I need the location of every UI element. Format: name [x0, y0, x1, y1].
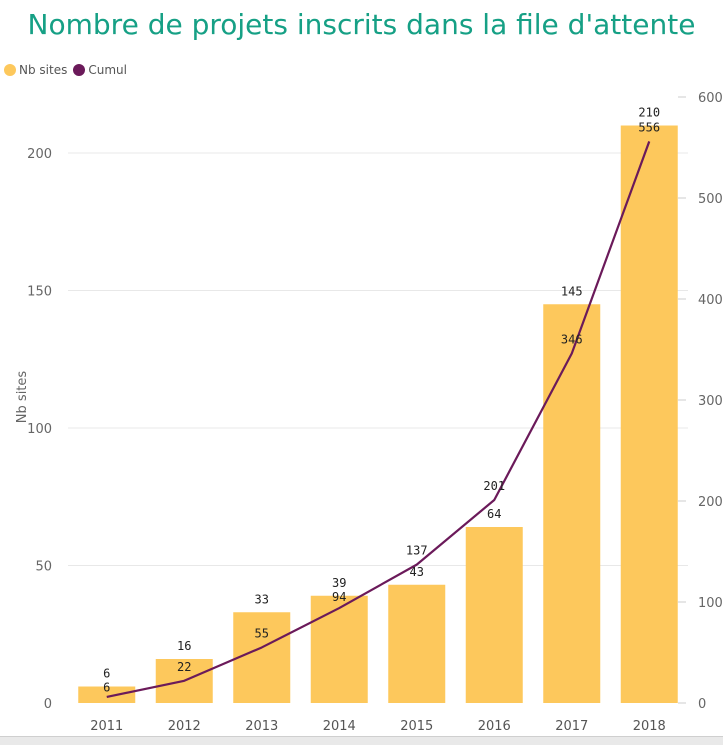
cumul-data-label: 137	[406, 544, 428, 558]
y-right-tick-label: 0	[698, 697, 706, 712]
y-right-tick-label: 400	[698, 293, 723, 308]
cumul-data-label: 94	[332, 590, 346, 604]
x-tick-label: 2014	[323, 719, 356, 734]
bar-2015	[388, 585, 445, 703]
x-tick-label: 2016	[478, 719, 511, 734]
cumul-data-label: 55	[255, 626, 269, 640]
bar-data-label: 43	[410, 565, 424, 579]
y-left-tick-label: 50	[35, 560, 52, 575]
bar-2016	[466, 527, 523, 703]
y-left-tick-label: 150	[27, 285, 52, 300]
bar-2018	[621, 126, 678, 704]
bar-data-label: 145	[561, 284, 583, 298]
bar-data-label: 16	[177, 639, 191, 653]
x-tick-label: 2017	[555, 719, 588, 734]
y-right-tick-label: 500	[698, 192, 723, 207]
bar-data-label: 6	[103, 667, 110, 681]
x-tick-label: 2011	[90, 719, 123, 734]
x-tick-label: 2018	[633, 719, 666, 734]
bar-data-label: 33	[255, 592, 269, 606]
y-left-tick-label: 100	[27, 422, 52, 437]
bar-2017	[543, 304, 600, 703]
bar-data-label: 64	[487, 507, 501, 521]
cumul-data-label: 201	[483, 479, 505, 493]
bar-2014	[311, 596, 368, 703]
y-right-tick-label: 300	[698, 394, 723, 409]
bar-data-label: 39	[332, 576, 346, 590]
x-tick-label: 2015	[400, 719, 433, 734]
y-right-tick-label: 200	[698, 495, 723, 510]
x-tick-label: 2013	[245, 719, 278, 734]
y-right-tick-label: 600	[698, 91, 723, 106]
cumul-data-label: 346	[561, 333, 583, 347]
y-right-tick-label: 100	[698, 596, 723, 611]
y-axis-label: Nb sites	[15, 371, 30, 424]
cumul-data-label: 22	[177, 660, 191, 674]
x-tick-label: 2012	[168, 719, 201, 734]
y-left-tick-label: 0	[44, 697, 52, 712]
bar-data-label: 210	[638, 106, 660, 120]
y-left-tick-label: 200	[27, 147, 52, 162]
cumul-data-label: 556	[638, 120, 660, 134]
cumul-data-label: 6	[103, 681, 110, 695]
